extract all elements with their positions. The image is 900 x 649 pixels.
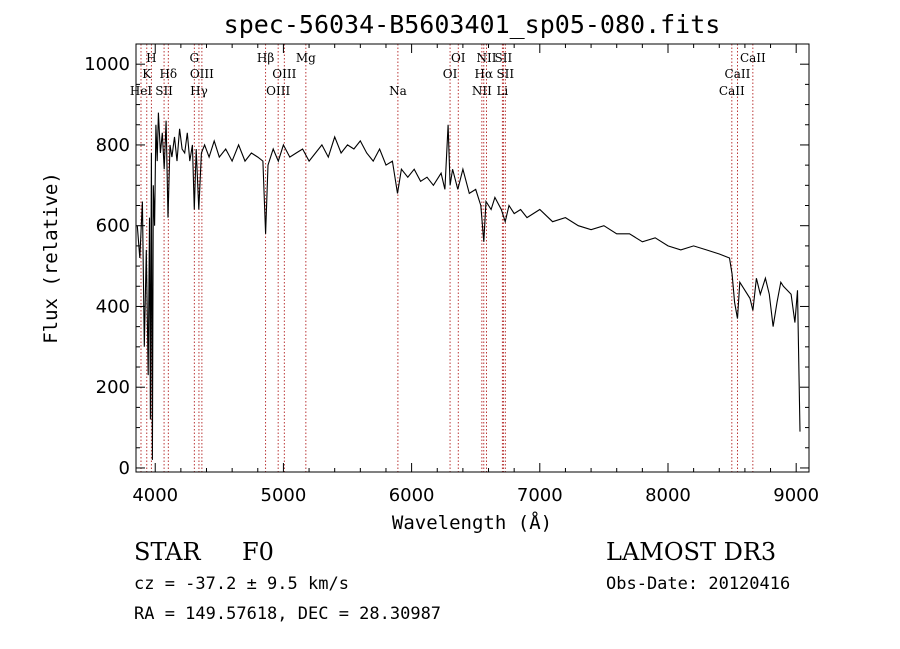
plot-frame [135, 43, 810, 473]
y-tick-label: 1000 [84, 54, 130, 75]
x-tick-label: 7000 [517, 485, 563, 506]
x-axis-label: Wavelength (Å) [392, 511, 552, 534]
spectral-line-label: K [142, 67, 152, 81]
spectral-line-markers [140, 44, 754, 472]
spectral-line-label: Li [496, 84, 508, 98]
spectral-line-label: OIII [190, 67, 214, 81]
spectral-line-label: CaII [719, 84, 745, 98]
x-tick-label: 5000 [261, 485, 307, 506]
spectral-line-labels: HKHeIHδSIIGOIIIHγHβOIIIOIIIMgNaOIOINIISI… [130, 51, 766, 98]
x-tick-label: 9000 [773, 485, 819, 506]
y-tick-label: 800 [96, 135, 130, 156]
spectral-line-label: OI [451, 51, 466, 65]
chart-title: spec-56034-B5603401_sp05-080.fits [224, 10, 721, 39]
spectral-line-label: Mg [296, 51, 316, 65]
observation-date: Obs-Date: 20120416 [606, 574, 790, 594]
redshift-cz: cz = -37.2 ± 9.5 km/s [134, 574, 349, 594]
spectral-line-label: Hβ [257, 51, 274, 65]
spectral-line-label: OI [443, 67, 458, 81]
spectral-line-label: Hδ [159, 67, 177, 81]
spectral-line-label: NII [472, 84, 492, 98]
x-tick-label: 6000 [389, 485, 435, 506]
y-tick-label: 600 [96, 216, 130, 237]
survey-name: LAMOST DR3 [606, 538, 776, 566]
spectral-line-label: Na [389, 84, 407, 98]
y-tick-label: 0 [119, 458, 130, 479]
spectral-line-label: SII [496, 67, 514, 81]
spectral-line-label: H [146, 51, 156, 65]
spectral-line-label: OIII [272, 67, 296, 81]
x-tick-label: 8000 [645, 485, 691, 506]
object-class: STAR [134, 538, 201, 566]
spectral-line-label: SII [495, 51, 513, 65]
y-axis-label: Flux (relative) [40, 172, 62, 344]
sky-coordinates: RA = 149.57618, DEC = 28.30987 [134, 604, 441, 624]
spectral-line-label: OIII [266, 84, 290, 98]
x-axis-ticks: 4000 5000 6000 7000 8000 9000 [132, 44, 819, 506]
y-tick-label: 200 [96, 377, 130, 398]
spectral-line-label: Hγ [190, 84, 208, 98]
spectral-line-label: NII [476, 51, 496, 65]
y-axis-ticks: 0 200 400 600 800 1000 [84, 54, 809, 479]
spectral-line-label: CaII [740, 51, 766, 65]
spectral-line-label: SII [155, 84, 173, 98]
spectral-line-label: G [190, 51, 200, 65]
spectral-line-label: CaII [725, 67, 751, 81]
spectral-line-label: Hα [474, 67, 493, 81]
x-tick-label: 4000 [132, 485, 178, 506]
y-tick-label: 400 [96, 296, 130, 317]
spectral-line-label: HeI [130, 84, 153, 98]
flux-series-line [136, 112, 801, 460]
object-subclass: F0 [242, 538, 274, 566]
